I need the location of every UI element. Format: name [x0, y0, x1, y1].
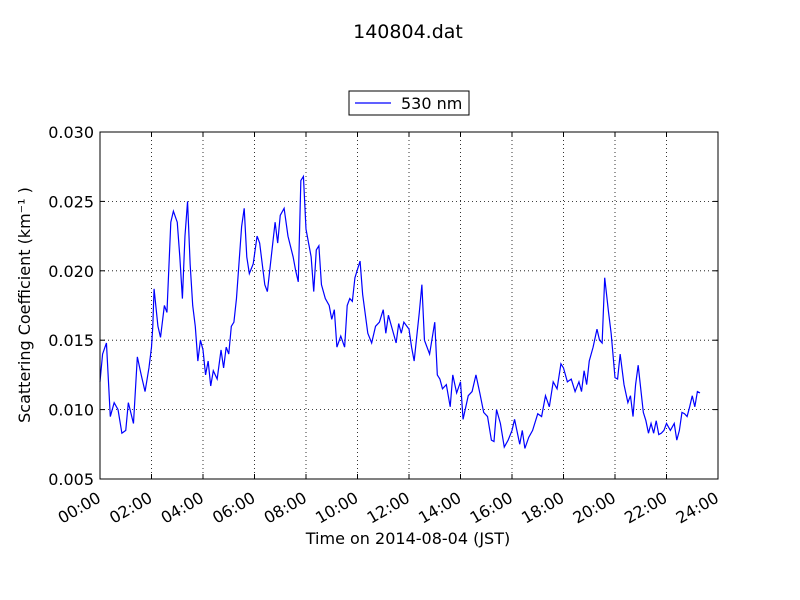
y-tick-label: 0.030: [48, 123, 94, 142]
chart-title: 140804.dat: [353, 21, 463, 43]
x-axis-label: Time on 2014-08-04 (JST): [305, 529, 510, 548]
y-tick-label: 0.025: [48, 192, 94, 211]
plot-frame: [99, 131, 719, 480]
legend-label: 530 nm: [401, 94, 462, 113]
y-tick-label: 0.020: [48, 262, 94, 281]
y-tick-label: 0.010: [48, 401, 94, 420]
y-tick-label: 0.005: [48, 470, 94, 489]
data-line: [99, 174, 701, 449]
y-axis-label: Scattering Coefficient (km⁻¹ ): [15, 187, 34, 423]
y-tick-label: 0.015: [48, 331, 94, 350]
